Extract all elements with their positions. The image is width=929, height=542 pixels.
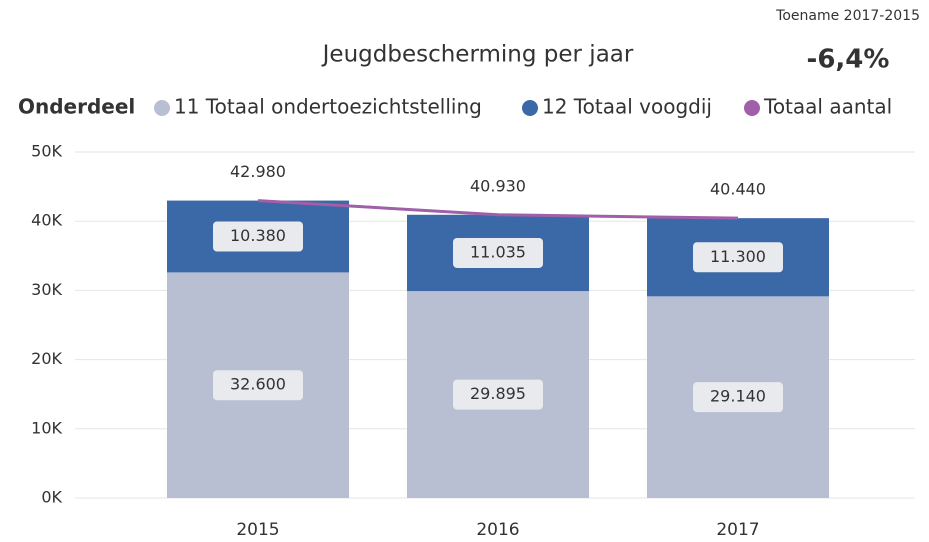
data-label: 29.895 — [470, 384, 526, 403]
legend-label: Totaal aantal — [763, 95, 892, 119]
y-tick-label: 50K — [31, 142, 62, 161]
kpi-value: -6,4% — [807, 45, 890, 75]
data-label: 29.140 — [710, 387, 766, 406]
y-tick-label: 0K — [41, 488, 62, 507]
data-label-box — [693, 242, 783, 273]
data-label: 32.600 — [230, 375, 286, 394]
y-tick-label: 40K — [31, 211, 62, 230]
y-tick-label: 30K — [31, 280, 62, 299]
data-label-box — [453, 379, 543, 410]
line-label: 40.440 — [710, 180, 766, 199]
legend-label: 12 Totaal voogdij — [542, 95, 712, 119]
data-label-box — [213, 370, 303, 401]
legend-title: Onderdeel — [18, 95, 135, 119]
x-tick-label: 2017 — [716, 520, 759, 540]
line-label: 40.930 — [470, 176, 526, 195]
data-label-box — [693, 382, 783, 413]
legend-marker — [744, 100, 760, 116]
line — [257, 199, 739, 220]
x-tick-label: 2016 — [476, 520, 519, 540]
legend-label: 11 Totaal ondertoezichtstelling — [174, 95, 482, 119]
data-label: 11.035 — [470, 242, 526, 261]
x-tick-label: 2015 — [236, 520, 279, 540]
legend-marker — [522, 100, 538, 116]
y-tick-label: 10K — [31, 418, 62, 437]
data-label-box — [213, 221, 303, 252]
data-label: 11.300 — [710, 247, 766, 266]
y-tick-label: 20K — [31, 349, 62, 368]
data-label-box — [453, 237, 543, 268]
data-label: 10.380 — [230, 226, 286, 245]
legend-marker — [154, 100, 170, 116]
line-label: 42.980 — [230, 162, 286, 181]
chart-title: Jeugdbescherming per jaar — [321, 42, 634, 68]
kpi-label: Toename 2017-2015 — [775, 8, 920, 24]
